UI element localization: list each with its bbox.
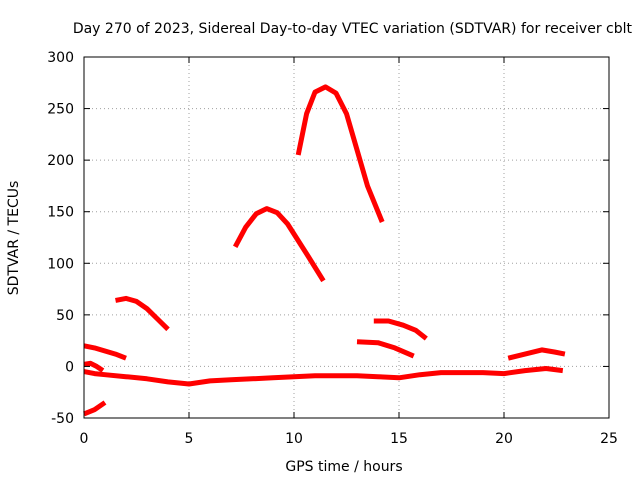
y-tick-label: 100	[47, 256, 74, 272]
x-tick-label: 5	[185, 431, 194, 447]
data-series	[83, 84, 566, 417]
series-line-pass-f	[295, 84, 385, 223]
series-line-baseline	[83, 366, 564, 387]
x-tick-label: 20	[495, 431, 513, 447]
chart-title: Day 270 of 2023, Sidereal Day-to-day VTE…	[73, 21, 633, 37]
axis-ticks: 0 5 10 15 20 25 -50 0 50 100 150 200 250 300	[47, 50, 618, 447]
y-tick-label: 150	[47, 205, 74, 221]
y-axis-label: SDTVAR / TECUs	[6, 181, 22, 296]
y-tick-label: 250	[47, 102, 74, 118]
x-tick-label: 25	[600, 431, 618, 447]
series-line-pass-d	[83, 360, 105, 373]
x-tick-label: 10	[285, 431, 303, 447]
y-tick-label: 200	[47, 153, 74, 169]
series-line-pass-g	[373, 318, 428, 341]
y-tick-label: 0	[65, 359, 74, 375]
plot-frame	[83, 56, 610, 419]
x-tick-label: 15	[390, 431, 408, 447]
series-line-pass-a	[83, 343, 127, 361]
y-tick-label: 300	[47, 50, 74, 66]
series-line-pass-e	[232, 206, 326, 283]
series-line-pass-c	[83, 400, 107, 417]
y-tick-label: 50	[56, 308, 74, 324]
y-tick-label: -50	[51, 411, 74, 427]
series-line-pass-b	[115, 295, 170, 332]
x-axis-label: GPS time / hours	[285, 459, 402, 475]
x-tick-label: 0	[80, 431, 89, 447]
grid-lines	[84, 57, 609, 418]
series-line-pass-i	[507, 347, 566, 361]
series-line-pass-h	[356, 339, 415, 359]
